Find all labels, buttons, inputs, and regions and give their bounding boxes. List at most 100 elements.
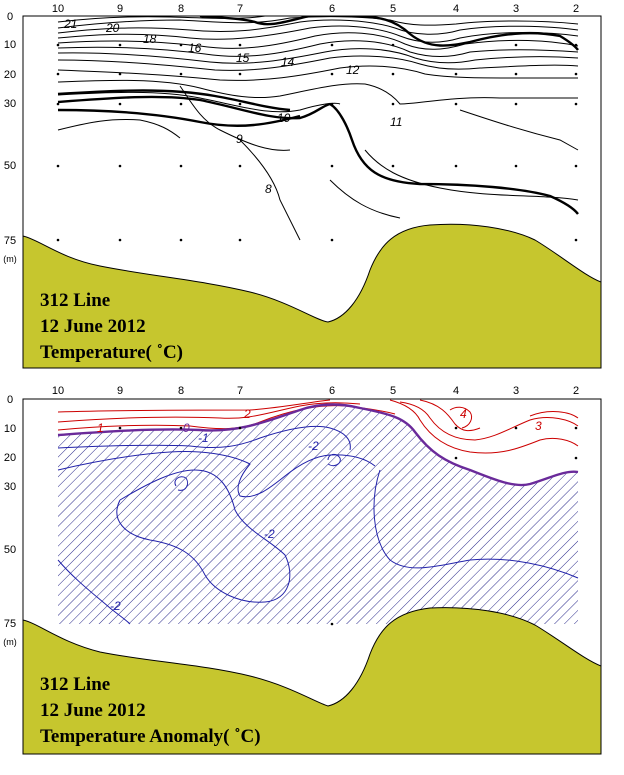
contour-label: 11 (390, 115, 402, 129)
contour-label: 1 (97, 421, 104, 435)
contour-line (116, 469, 291, 603)
contour-label: 10 (277, 111, 291, 125)
x-tick: 3 (513, 385, 519, 397)
x-tick: 7 (237, 3, 243, 15)
sample-dot (454, 456, 458, 460)
x-tick: 3 (513, 3, 519, 15)
contour-label: 8 (265, 182, 272, 196)
contour-line (364, 149, 579, 201)
x-tick: 7 (237, 385, 243, 397)
sample-dot (574, 164, 578, 168)
sample-dot (514, 43, 518, 47)
temperature-contour-labels: 21 20 18 16 15 14 12 10 11 9 8 (63, 17, 402, 196)
contour-line (179, 85, 291, 151)
contour-line (389, 399, 579, 454)
contour-line (57, 91, 341, 113)
depth-unit: (m) (3, 637, 17, 647)
depth-tick: 75 (4, 618, 16, 630)
contour-label: 4 (460, 407, 467, 421)
sample-dot (179, 43, 183, 47)
temperature-anomaly-panel: 10 9 8 7 6 5 4 3 2 0 10 20 30 50 75 (m) (3, 385, 602, 755)
contour-line-bold (349, 16, 579, 51)
seafloor-area (23, 223, 601, 368)
contour-line (419, 399, 481, 432)
depth-unit: (m) (3, 254, 17, 264)
contour-line (57, 25, 579, 43)
top-frame (22, 15, 602, 369)
contour-label: 3 (535, 419, 542, 433)
chart-title-line: Temperature Anomaly( ˚C) (40, 726, 261, 747)
sample-dot (179, 426, 183, 430)
sample-dot (118, 72, 122, 76)
x-tick: 6 (329, 385, 335, 397)
chart-title-line: 12 June 2012 (40, 700, 146, 721)
sample-dot (514, 164, 518, 168)
contour-line (399, 401, 579, 441)
contour-line (373, 469, 579, 579)
chart-title-line: Temperature( ˚C) (40, 342, 183, 363)
contour-label: 16 (188, 41, 202, 55)
x-tick: 4 (453, 3, 459, 15)
contour-line-bold (199, 16, 311, 26)
sample-dot (238, 72, 242, 76)
contour-label: 9 (236, 132, 243, 146)
contour-line (57, 402, 361, 423)
contour-line (329, 179, 401, 219)
chart-title-line: 312 Line (40, 674, 110, 695)
x-tick: 6 (329, 3, 335, 15)
sample-dot (118, 238, 122, 242)
contour-line-bold (57, 95, 579, 215)
sample-dot (454, 426, 458, 430)
sample-dot (118, 426, 122, 430)
depth-tick: 50 (4, 544, 16, 556)
top-depth-ticks: 0 10 20 30 50 75 (m) (3, 11, 17, 264)
sample-dot (574, 102, 578, 106)
sample-dot (238, 102, 242, 106)
contour-line (57, 40, 579, 57)
depth-tick: 0 (7, 11, 13, 23)
sample-dot (574, 238, 578, 242)
sample-dot (56, 238, 60, 242)
contour-line (174, 476, 189, 491)
sample-dot (391, 102, 395, 106)
depth-tick: 10 (4, 423, 16, 435)
contour-line (57, 16, 579, 29)
sample-dot (574, 43, 578, 47)
x-tick: 2 (573, 3, 579, 15)
bottom-title-block: 312 Line 12 June 2012 Temperature Anomal… (40, 674, 261, 747)
contour-label: -2 (308, 439, 319, 453)
contour-line (57, 19, 579, 35)
bottom-depth-ticks: 0 10 20 30 50 75 (m) (3, 394, 17, 647)
sample-dot (330, 622, 334, 626)
anomaly-contour-labels: 2 1 0 -1 4 3 -2 -2 -2 (97, 407, 542, 613)
sample-dot (454, 102, 458, 106)
contour-label: -1 (198, 431, 209, 445)
chart-title-line: 12 June 2012 (40, 316, 146, 337)
sample-dot (330, 43, 334, 47)
depth-tick: 50 (4, 160, 16, 172)
sample-dot (56, 102, 60, 106)
bottom-sample-dots (118, 426, 578, 626)
depth-tick: 30 (4, 98, 16, 110)
contour-label: 21 (63, 17, 77, 31)
sample-dot (391, 43, 395, 47)
contour-label: 14 (281, 55, 295, 69)
x-tick: 8 (178, 385, 184, 397)
x-tick: 9 (117, 3, 123, 15)
contour-line (57, 65, 578, 81)
x-tick: 10 (52, 3, 64, 15)
depth-tick: 75 (4, 235, 16, 247)
x-tick: 8 (178, 3, 184, 15)
bottom-frame (22, 398, 602, 755)
top-title-block: 312 Line 12 June 2012 Temperature( ˚C) (40, 290, 183, 363)
x-tick: 5 (390, 3, 396, 15)
zero-anomaly-contour (57, 403, 579, 487)
sample-dot (574, 456, 578, 460)
contour-line (57, 16, 300, 23)
sample-dot (56, 72, 60, 76)
sample-dot (514, 72, 518, 76)
contour-line (57, 48, 579, 64)
sample-dot (330, 164, 334, 168)
sample-dot (514, 426, 518, 430)
